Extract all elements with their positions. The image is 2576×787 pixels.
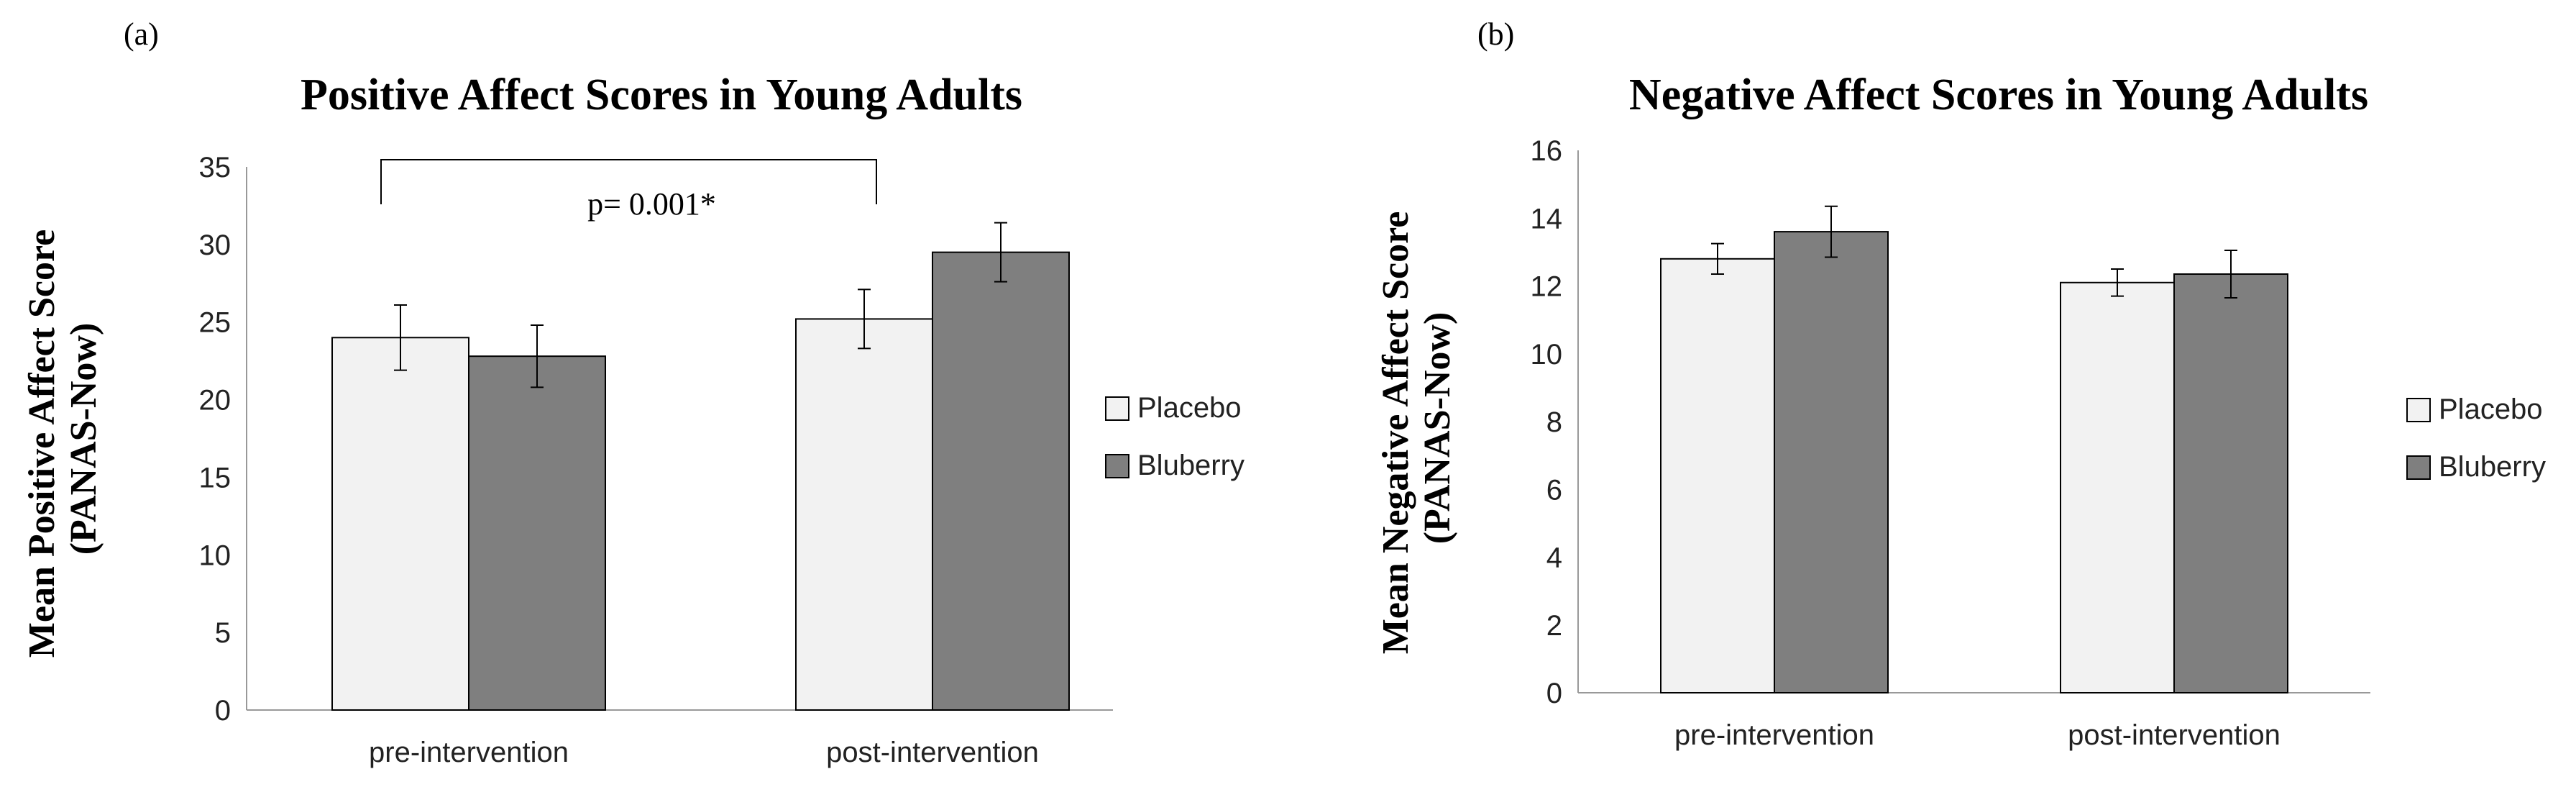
panel-a-ylabel: Mean Positive Affect Score (PANAS-Now) — [22, 220, 104, 658]
panel-a-errorbar-placebo-1 — [858, 288, 871, 350]
panel-b-ytick-label-6: 12 — [1531, 271, 1563, 303]
panel-a-significance-bracket — [380, 159, 877, 204]
panel-a-significance-label: p= 0.001* — [587, 186, 716, 222]
panel-a-bar-bluberry-0 — [468, 355, 606, 711]
panel-b-ytick-label-7: 14 — [1531, 203, 1563, 235]
panel-b-ytick-label-4: 8 — [1546, 406, 1562, 438]
panel-b-bar-placebo-1 — [2060, 281, 2175, 694]
panel-a-label: (a) — [124, 17, 159, 52]
panel-a-title: Positive Affect Scores in Young Adults — [301, 70, 1022, 119]
panel-a-ytick-label-1: 5 — [215, 617, 231, 649]
panel-a-errorbar-bluberry-0 — [531, 324, 544, 388]
panel-b-ylabel-line1: Mean Negative Affect Score — [1375, 211, 1416, 655]
panel-b-ytick-label-3: 6 — [1546, 474, 1562, 506]
panel-b-category-label-0: pre-intervention — [1674, 719, 1874, 751]
panel-a-legend-label-0: Placebo — [1137, 392, 1242, 424]
panel-a-legend-swatch-0 — [1105, 396, 1129, 421]
panel-a-errorbar-placebo-0 — [394, 304, 407, 371]
panel-a-legend-label-1: Bluberry — [1137, 450, 1245, 481]
panel-a-ytick-label-3: 15 — [199, 462, 232, 493]
panel-b-label: (b) — [1477, 17, 1514, 52]
panel-a-ylabel-line2: (PANAS-Now) — [63, 323, 104, 555]
panel-b-ylabel: Mean Negative Affect Score (PANAS-Now) — [1375, 202, 1458, 655]
panel-b-category-label-1: post-intervention — [2068, 719, 2281, 751]
panel-b-ytick-label-0: 0 — [1546, 678, 1562, 709]
panel-b-ylabel-line2: (PANAS-Now) — [1417, 312, 1458, 545]
panel-a-errorbar-bluberry-1 — [994, 222, 1007, 283]
panel-b-errorbar-bluberry-0 — [1825, 205, 1838, 258]
panel-a-ytick-label-5: 25 — [199, 307, 232, 339]
panel-b-ytick-label-8: 16 — [1531, 135, 1563, 167]
panel-b-bar-bluberry-0 — [1774, 231, 1889, 694]
panel-b-ytick-label-1: 2 — [1546, 610, 1562, 642]
panel-a-category-label-1: post-intervention — [826, 737, 1039, 768]
panel-a-bar-placebo-0 — [331, 337, 469, 711]
panel-a-bar-placebo-1 — [795, 318, 933, 711]
panel-a-ytick-label-4: 20 — [199, 385, 232, 417]
panel-b-errorbar-placebo-0 — [1711, 242, 1724, 276]
panel-b-plot: 0 2 4 6 8 10 12 14 16 pre-intervention post-interv… — [1531, 135, 2546, 751]
panel-b-bar-bluberry-1 — [2173, 273, 2288, 694]
panel-b-bar-placebo-0 — [1660, 258, 1775, 693]
panel-b-errorbar-bluberry-1 — [2224, 250, 2237, 299]
panel-b-ytick-label-2: 4 — [1546, 542, 1562, 574]
panel-a-bar-bluberry-1 — [932, 251, 1070, 711]
panel-a: (a) Positive Affect Scores in Young Adul… — [22, 17, 1245, 768]
panel-b-legend-label-1: Bluberry — [2439, 451, 2546, 483]
panel-b-ytick-label-5: 10 — [1531, 339, 1563, 370]
panel-a-ylabel-line1: Mean Positive Affect Score — [22, 229, 63, 658]
panel-a-legend-swatch-1 — [1105, 454, 1129, 478]
panel-b-legend-swatch-1 — [2406, 455, 2431, 480]
panel-a-ytick-label-7: 35 — [199, 152, 232, 183]
panel-b-legend-label-0: Placebo — [2439, 394, 2543, 425]
panel-a-ytick-label-2: 10 — [199, 540, 232, 571]
panel-b-errorbar-placebo-1 — [2111, 268, 2124, 297]
panel-a-ytick-label-0: 0 — [215, 695, 231, 727]
panel-b-legend-swatch-0 — [2406, 398, 2431, 422]
panel-b-title: Negative Affect Scores in Young Adults — [1629, 70, 2368, 119]
panel-a-ytick-label-6: 30 — [199, 229, 232, 261]
panel-a-plot: 0 5 10 15 20 25 30 35 pre-intervention post-inter… — [199, 152, 1245, 768]
panel-b: (b) Negative Affect Scores in Young Adul… — [1375, 17, 2546, 751]
panel-a-category-label-0: pre-intervention — [369, 737, 569, 768]
